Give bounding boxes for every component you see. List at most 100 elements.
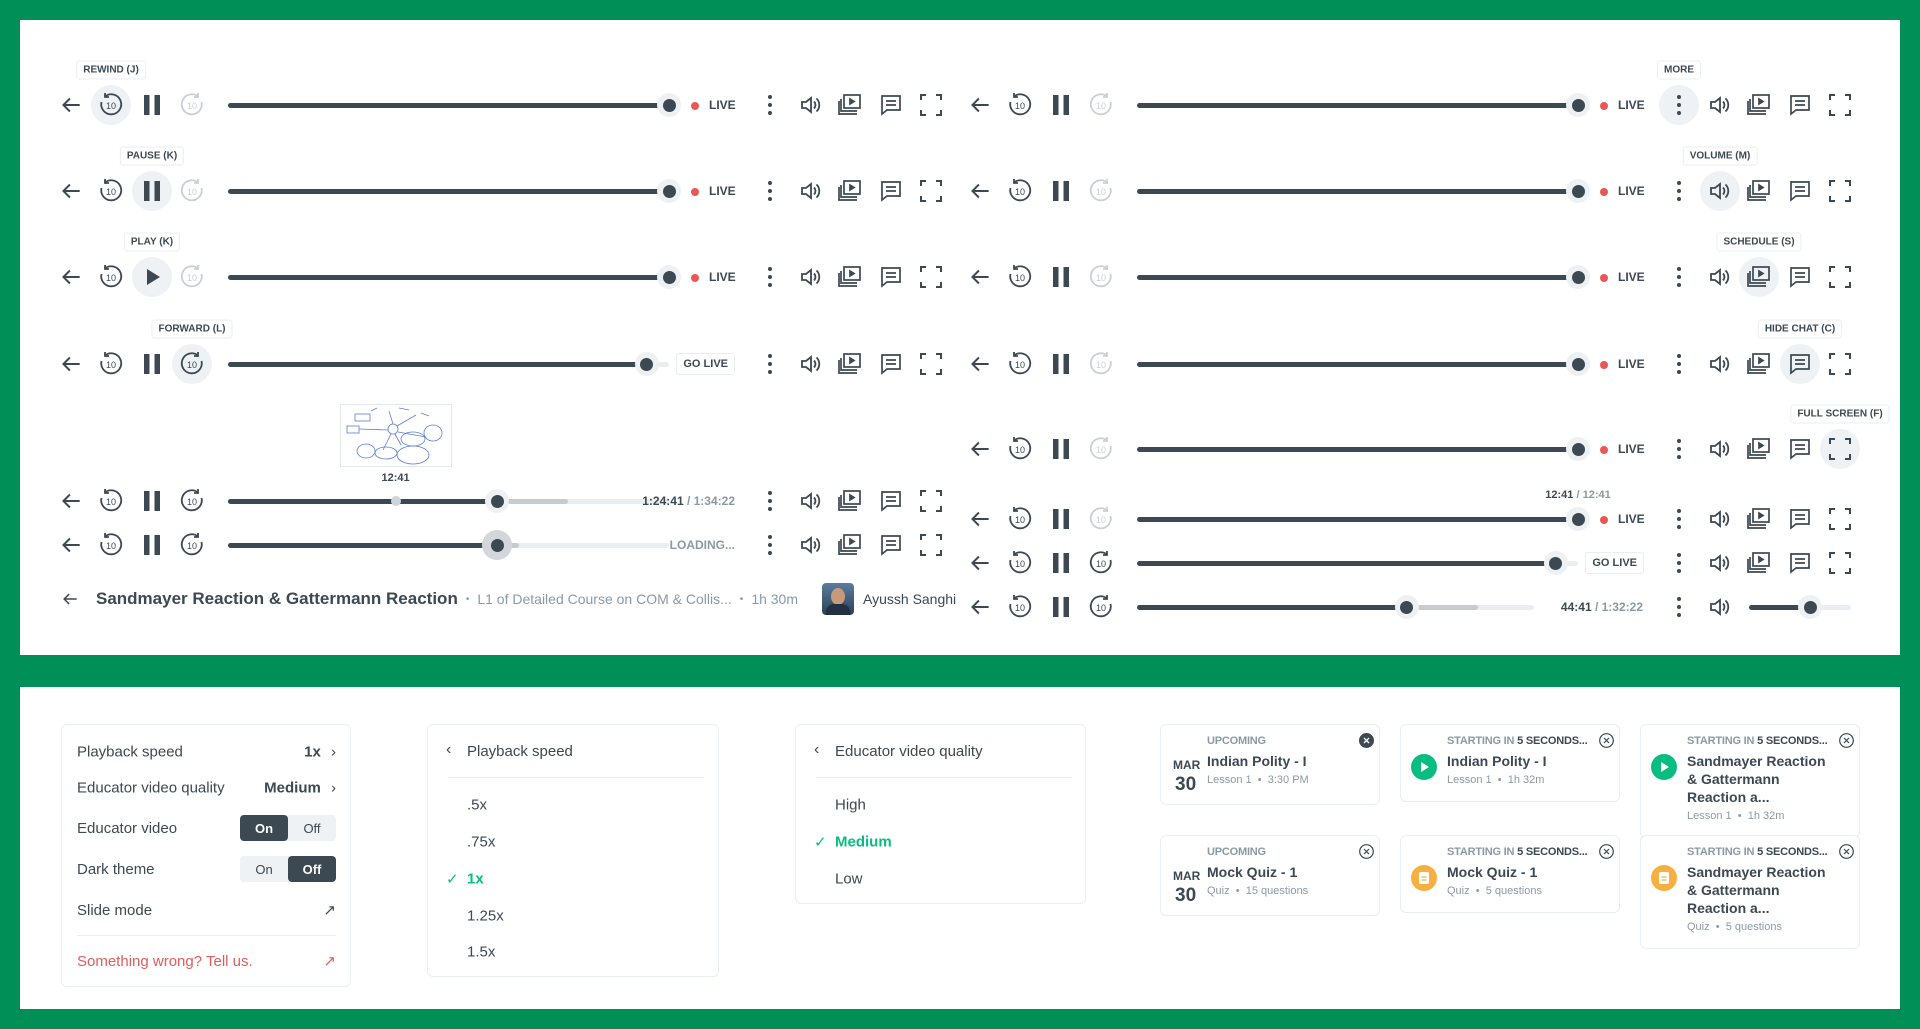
more-icon[interactable] [1659, 543, 1699, 583]
schedule-icon[interactable] [1739, 499, 1779, 539]
seek-thumb[interactable] [1566, 352, 1590, 376]
seek-bar[interactable] [228, 361, 669, 367]
back-arrow-icon[interactable] [51, 481, 91, 521]
rewind-10-icon[interactable]: 10 [91, 171, 131, 211]
more-icon[interactable] [1659, 171, 1699, 211]
seek-bar[interactable] [1137, 516, 1578, 522]
chat-icon[interactable] [871, 171, 911, 211]
more-icon[interactable] [750, 171, 790, 211]
chat-icon[interactable] [1780, 257, 1820, 297]
seek-bar[interactable] [1137, 604, 1534, 610]
schedule-icon[interactable] [1739, 171, 1779, 211]
video-quality-row[interactable]: Educator video quality Medium › [77, 780, 336, 797]
seek-thumb[interactable] [1566, 265, 1590, 289]
fullscreen-icon[interactable] [1820, 171, 1860, 211]
schedule-icon[interactable] [830, 85, 870, 125]
notification-card[interactable]: STARTING IN 5 SECONDS... Sandmayer React… [1640, 724, 1860, 838]
more-icon[interactable] [1659, 429, 1699, 469]
back-arrow-icon[interactable] [960, 344, 1000, 384]
pause-icon[interactable] [132, 525, 172, 565]
chat-icon[interactable] [1780, 344, 1820, 384]
pause-icon[interactable] [1041, 429, 1081, 469]
toggle-on[interactable]: On [240, 815, 288, 841]
seek-bar[interactable] [228, 274, 669, 280]
seek-bar[interactable] [228, 498, 669, 504]
rewind-10-icon[interactable]: 10 [1000, 543, 1040, 583]
back-arrow-icon[interactable] [960, 429, 1000, 469]
fullscreen-icon[interactable] [911, 257, 951, 297]
back-arrow-icon[interactable] [51, 344, 91, 384]
forward-10-icon[interactable]: 10 [172, 481, 212, 521]
seek-thumb[interactable] [634, 352, 659, 376]
speed-option[interactable]: .5x [467, 796, 488, 814]
chat-icon[interactable] [871, 257, 911, 297]
rewind-10-icon[interactable]: 10 [91, 85, 131, 125]
back-arrow-icon[interactable] [51, 525, 91, 565]
schedule-icon[interactable] [1739, 429, 1779, 469]
notification-card[interactable]: STARTING IN 5 SECONDS... Sandmayer React… [1640, 835, 1860, 949]
seek-bar[interactable] [228, 102, 669, 108]
quality-option-selected[interactable]: Medium [835, 833, 892, 851]
fullscreen-icon[interactable] [1820, 543, 1860, 583]
rewind-10-icon[interactable]: 10 [1000, 587, 1040, 627]
fullscreen-icon[interactable] [1820, 344, 1860, 384]
back-arrow-icon[interactable] [960, 171, 1000, 211]
rewind-10-icon[interactable]: 10 [1000, 85, 1040, 125]
close-icon[interactable] [1359, 733, 1374, 748]
schedule-icon[interactable] [1739, 344, 1779, 384]
seek-bar[interactable] [228, 542, 669, 548]
more-icon[interactable] [750, 85, 790, 125]
back-arrow-icon[interactable] [960, 257, 1000, 297]
seek-bar[interactable] [1137, 361, 1578, 367]
seek-thumb[interactable] [657, 179, 681, 203]
more-icon[interactable] [750, 257, 790, 297]
volume-icon[interactable] [791, 257, 831, 297]
seek-thumb[interactable] [1566, 179, 1590, 203]
volume-icon[interactable] [1700, 543, 1740, 583]
chat-icon[interactable] [1780, 499, 1820, 539]
back-chevron-icon[interactable]: ‹ [446, 741, 452, 758]
seek-bar[interactable] [1137, 188, 1578, 194]
seek-thumb[interactable] [1543, 551, 1568, 575]
fullscreen-icon[interactable] [1820, 257, 1860, 297]
pause-icon[interactable] [132, 171, 172, 211]
speed-option[interactable]: .75x [467, 833, 496, 851]
close-icon[interactable] [1599, 844, 1614, 859]
volume-icon[interactable] [1700, 344, 1740, 384]
more-icon[interactable] [750, 525, 790, 565]
pause-icon[interactable] [1041, 344, 1081, 384]
speed-option-selected[interactable]: 1x [467, 870, 484, 888]
fullscreen-icon[interactable] [911, 171, 951, 211]
back-arrow-icon[interactable] [960, 587, 1000, 627]
rewind-10-icon[interactable]: 10 [91, 344, 131, 384]
chat-icon[interactable] [1780, 543, 1820, 583]
notification-card[interactable]: STARTING IN 5 SECONDS... Indian Polity -… [1400, 724, 1620, 802]
dark-theme-toggle[interactable]: On Off [240, 856, 336, 882]
chat-icon[interactable] [1780, 85, 1820, 125]
back-chevron-icon[interactable]: ‹ [814, 741, 820, 758]
course-link[interactable]: L1 of Detailed Course on COM & Collis... [477, 591, 732, 607]
volume-icon[interactable] [791, 344, 831, 384]
fullscreen-icon[interactable] [911, 344, 951, 384]
close-icon[interactable] [1839, 844, 1854, 859]
close-icon[interactable] [1839, 733, 1854, 748]
schedule-icon[interactable] [830, 525, 870, 565]
seek-thumb[interactable] [1566, 507, 1590, 531]
schedule-icon[interactable] [830, 481, 870, 521]
back-arrow-icon[interactable] [51, 85, 91, 125]
rewind-10-icon[interactable]: 10 [1000, 499, 1040, 539]
seek-thumb[interactable] [1566, 93, 1590, 117]
fullscreen-icon[interactable] [1820, 85, 1860, 125]
educator-avatar[interactable] [822, 583, 855, 615]
seek-thumb[interactable] [485, 489, 509, 513]
volume-icon[interactable] [1700, 499, 1740, 539]
fullscreen-icon[interactable] [1820, 499, 1860, 539]
schedule-icon[interactable] [1739, 543, 1779, 583]
volume-icon[interactable] [791, 171, 831, 211]
schedule-icon[interactable] [1739, 257, 1779, 297]
seek-bar[interactable] [1137, 102, 1578, 108]
more-icon[interactable] [1659, 85, 1699, 125]
go-live-button[interactable]: GO LIVE [676, 353, 735, 375]
seek-thumb[interactable] [657, 93, 681, 117]
seek-thumb[interactable] [1394, 595, 1419, 619]
